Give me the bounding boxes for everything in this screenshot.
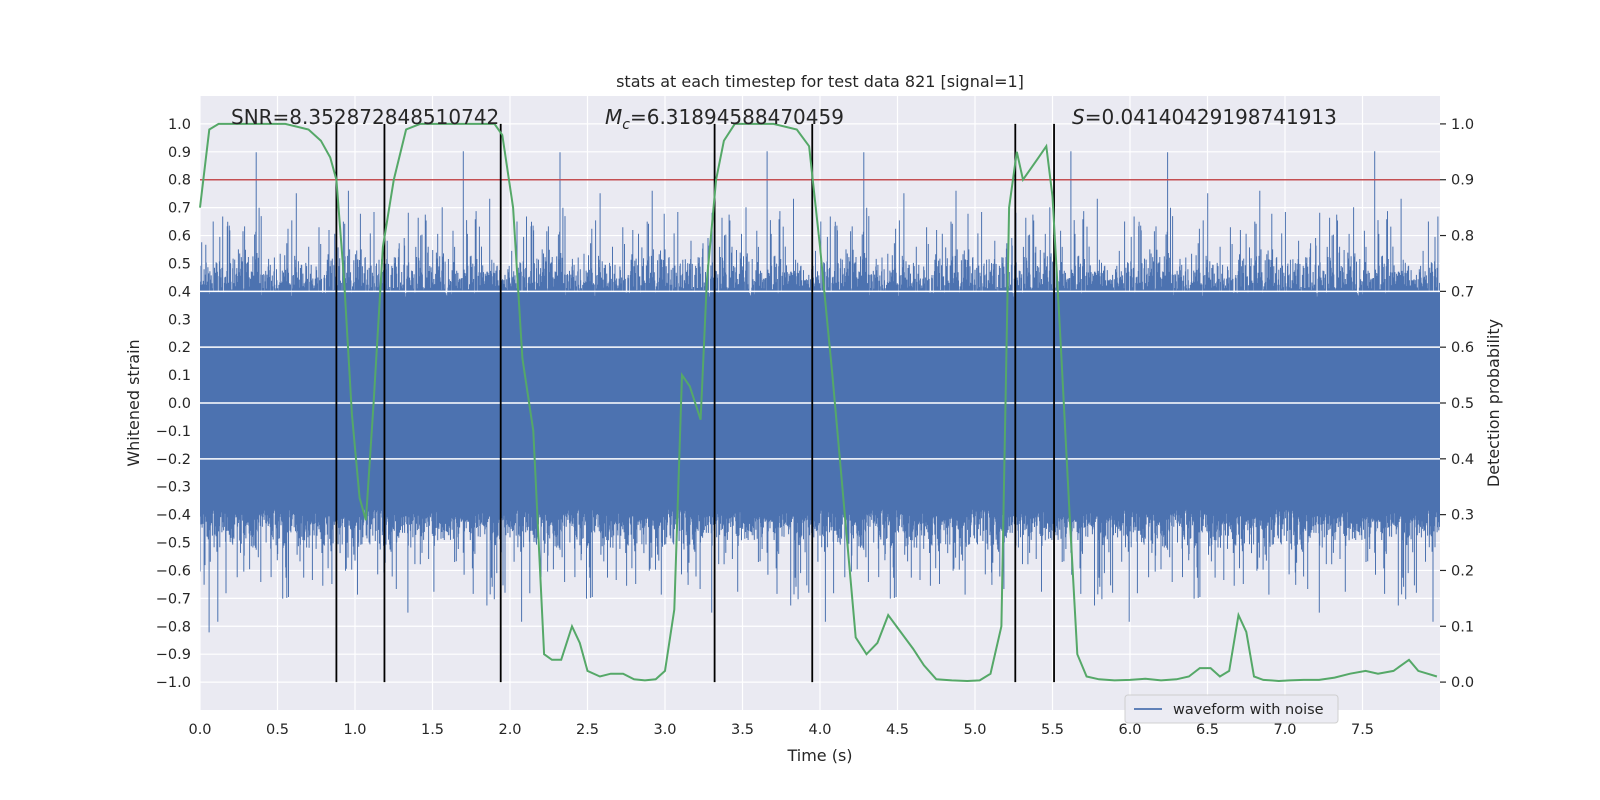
- y-tick-label: −0.3: [156, 480, 191, 496]
- y-tick-label: 0.8: [168, 173, 191, 189]
- x-tick-label: 3.0: [653, 722, 676, 738]
- snr-annotation: SNR=8.352872848510742: [231, 105, 499, 129]
- waveform-with-noise-series: [200, 151, 1440, 633]
- x-tick-label: 0.0: [188, 722, 211, 738]
- x-tick-label: 1.0: [343, 722, 366, 738]
- y-tick-label: 1.0: [168, 117, 191, 133]
- x-tick-label: 7.0: [1273, 722, 1296, 738]
- x-tick-label: 2.5: [576, 722, 599, 738]
- y2-tick-label: 0.0: [1451, 675, 1474, 691]
- y2-tick-label: 0.9: [1451, 173, 1474, 189]
- x-tick-label: 1.5: [421, 722, 444, 738]
- y2-tick-label: 0.8: [1451, 229, 1474, 245]
- x-tick-label: 2.0: [498, 722, 521, 738]
- y-tick-label: 0.2: [168, 340, 191, 356]
- y-tick-label: −0.6: [156, 563, 191, 579]
- y-tick-label: 0.3: [168, 312, 191, 328]
- y-tick-label: −0.1: [156, 424, 191, 440]
- detection-probability-series: [199, 122, 1438, 683]
- s-annotation: S=0.04140429198741913: [1072, 105, 1337, 129]
- y-tick-label: −0.9: [156, 647, 191, 663]
- y2-axis-ticks: 0.0 0.1 0.2 0.3 0.4 0.5 0.6 0.7 0.8 0.9 1.0: [1440, 117, 1474, 691]
- chart-title: stats at each timestep for test data 821…: [616, 72, 1024, 91]
- y2-tick-label: 1.0: [1451, 117, 1474, 133]
- y-tick-label: 0.9: [168, 145, 191, 161]
- y2-tick-label: 0.5: [1451, 396, 1474, 412]
- y-tick-label: 0.5: [168, 256, 191, 272]
- s-value: =0.04140429198741913: [1085, 105, 1337, 129]
- y-tick-label: −1.0: [156, 675, 191, 691]
- y-tick-label: 0.4: [168, 284, 191, 300]
- y2-tick-label: 0.1: [1451, 619, 1474, 635]
- chirp-mass-value: =6.31894588470459: [630, 105, 844, 129]
- y2-tick-label: 0.3: [1451, 508, 1474, 524]
- detection-probability-line: [199, 122, 1438, 683]
- x-tick-label: 6.0: [1118, 722, 1141, 738]
- x-tick-label: 4.5: [886, 722, 909, 738]
- threshold-lines: [200, 178, 1440, 460]
- y2-axis-label: Detection probability: [1484, 319, 1503, 487]
- s-symbol: S: [1072, 105, 1085, 129]
- y2-tick-label: 0.4: [1451, 452, 1474, 468]
- waveform-core-band: [200, 310, 1440, 504]
- y-axis-label: Whitened strain: [124, 339, 143, 466]
- y2-tick-label: 0.2: [1451, 563, 1474, 579]
- y-tick-label: −0.2: [156, 452, 191, 468]
- y2-tick-label: 0.7: [1451, 284, 1474, 300]
- legend-box: [1124, 694, 1339, 724]
- y2-tick-label: 0.6: [1451, 340, 1474, 356]
- y-tick-label: −0.7: [156, 591, 191, 607]
- x-tick-label: 4.0: [808, 722, 831, 738]
- x-tick-label: 3.5: [731, 722, 754, 738]
- chirp-mass-symbol: M: [605, 105, 622, 129]
- x-tick-label: 7.5: [1351, 722, 1374, 738]
- y-tick-label: −0.4: [156, 508, 191, 524]
- y-tick-label: 0.1: [168, 368, 191, 384]
- legend-entry-waveform: waveform with noise: [1173, 702, 1324, 718]
- chirp-mass-subscript: c: [622, 117, 630, 133]
- y-axis-ticks: −1.0 −0.9 −0.8 −0.7 −0.6 −0.5 −0.4 −0.3 −0.2 −0.1…: [156, 117, 191, 691]
- chirp-mass-annotation: Mc=6.31894588470459: [605, 105, 844, 133]
- y-tick-label: 0.7: [168, 201, 191, 217]
- x-tick-label: 5.0: [963, 722, 986, 738]
- x-tick-label: 6.5: [1196, 722, 1219, 738]
- x-tick-label: 0.5: [266, 722, 289, 738]
- y-tick-label: 0.6: [168, 229, 191, 245]
- x-axis-label: Time (s): [786, 746, 852, 765]
- y-tick-label: −0.5: [156, 536, 191, 552]
- legend: waveform with noise: [1124, 694, 1339, 724]
- y-tick-label: 0.0: [168, 396, 191, 412]
- x-tick-label: 5.5: [1041, 722, 1064, 738]
- y-tick-label: −0.8: [156, 619, 191, 635]
- x-axis-ticks: 0.0 0.5 1.0 1.5 2.0 2.5 3.0 3.5 4.0 4.5 5.0 5.5 6.0 6…: [188, 722, 1374, 738]
